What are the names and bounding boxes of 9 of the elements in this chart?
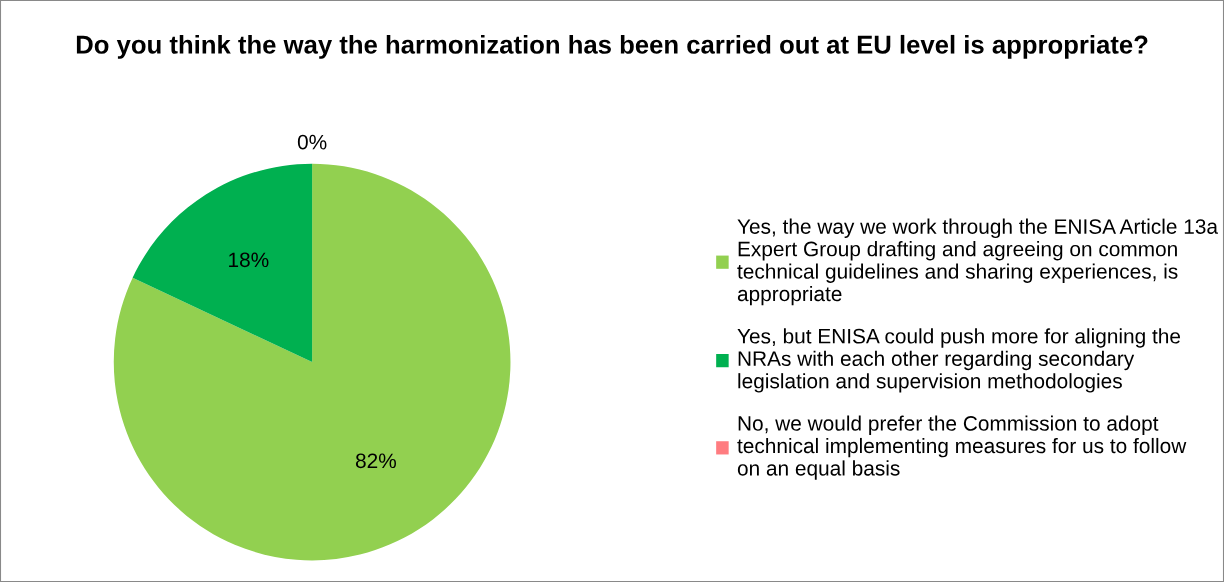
legend-label: Yes, but ENISA could push more for aligning the NRAs with each other regarding secondary legislation and supervision methodologies: [737, 328, 1181, 393]
chart-title: Do you think the way the harmonization has been carried out at EU level is appropriate?: [76, 34, 1148, 59]
data-label: 82%: [355, 453, 396, 469]
legend-label: No, we would prefer the Commission to adopt technical implementing measures for us to follow on an equal basis: [737, 415, 1187, 480]
text: 0%: [297, 134, 327, 150]
legend-label: Yes, the way we work through the ENISA Article 13a Expert Group drafting and agreeing on common technical guidelines and sharing experiences, is appropriate: [737, 218, 1218, 306]
pie-slice: [113, 163, 511, 561]
data-label: 18%: [229, 252, 269, 268]
pie-slice: [132, 163, 313, 363]
